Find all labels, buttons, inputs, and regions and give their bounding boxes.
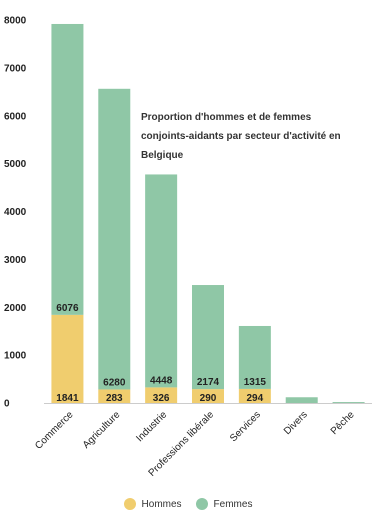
x-tick-label: Industrie [134, 409, 169, 444]
bar-femmes-6[interactable] [285, 397, 318, 403]
legend-label-hommes: Hommes [141, 498, 182, 510]
bar-femmes-2[interactable] [98, 88, 131, 390]
data-label-femmes: 1315 [244, 377, 267, 388]
bar-hommes-4[interactable] [192, 389, 224, 403]
y-tick-label: 8000 [4, 16, 27, 27]
data-label-hommes: 290 [200, 393, 217, 404]
x-tick-label: Commerce [33, 409, 76, 452]
legend-swatch-femmes [195, 498, 208, 510]
x-axis: Commerce Agriculture IndustrieProfessions … [33, 409, 357, 479]
x-tick-label: Divers [282, 409, 310, 437]
legend-item-hommes[interactable]: Hommes [123, 498, 182, 510]
y-tick-label: 2000 [4, 303, 27, 314]
bar-hommes-3[interactable] [145, 387, 178, 403]
data-label-femmes: 4448 [150, 375, 173, 386]
y-tick-label: 6000 [4, 111, 27, 122]
y-tick-label: 0 [4, 399, 10, 410]
legend-swatch-hommes [123, 498, 136, 510]
data-label-femmes: 6076 [56, 303, 79, 314]
y-tick-label: 4000 [4, 207, 27, 218]
bar-femmes-7[interactable] [332, 402, 365, 403]
bars-group: 1841 6076 283 6280 326 4448 290 2174 294 1315 [51, 23, 365, 404]
data-label-femmes: 6280 [103, 377, 126, 388]
bar-femmes-3[interactable] [145, 174, 178, 388]
y-tick-label: 7000 [4, 63, 27, 74]
x-tick-label: Services [228, 409, 263, 444]
x-tick-label: Pêche [329, 409, 357, 437]
y-axis: 0 1000 2000 3000 4000 5000 6000 7000 8000 [4, 16, 27, 410]
legend-item-femmes[interactable]: Femmes [195, 498, 253, 510]
x-tick-label: Agriculture [81, 409, 123, 451]
bar-femmes-1[interactable] [51, 23, 84, 315]
bar-hommes-5[interactable] [238, 388, 271, 403]
y-tick-label: 3000 [4, 255, 27, 266]
y-tick-label: 1000 [4, 351, 27, 362]
chart-title: Proportion d'hommes et de femmes conjoin… [141, 112, 341, 161]
data-label-femmes: 2174 [197, 377, 220, 388]
bar-hommes-2[interactable] [98, 389, 131, 403]
legend-label-femmes: Femmes [213, 498, 253, 510]
data-label-hommes: 283 [106, 393, 123, 404]
data-label-hommes: 326 [153, 393, 170, 404]
bar-hommes-1[interactable] [51, 314, 84, 403]
data-label-hommes: 1841 [56, 393, 79, 404]
data-label-hommes: 294 [247, 393, 264, 404]
bar-femmes-4[interactable] [192, 285, 224, 390]
y-tick-label: 5000 [4, 159, 27, 170]
bar-femmes-5[interactable] [238, 325, 271, 389]
legend: Hommes Femmes [0, 498, 376, 510]
